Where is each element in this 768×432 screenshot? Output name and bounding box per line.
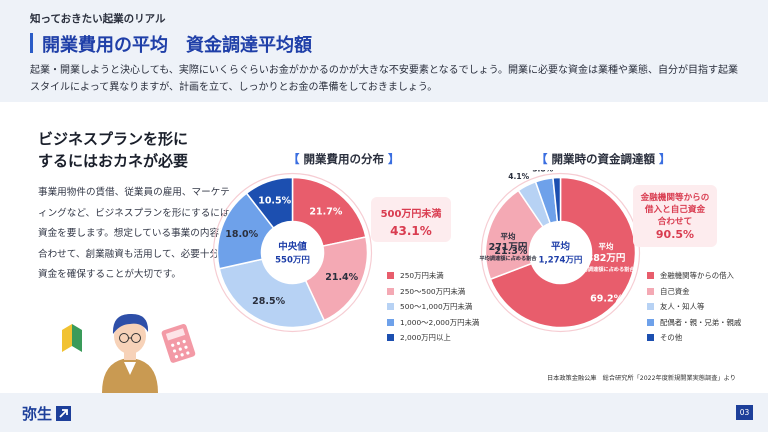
- pie-center: [262, 222, 323, 283]
- sidebar-heading-line2: するにはおカネが必要: [38, 152, 189, 170]
- chart1-callout: 500万円未満 43.1%: [371, 197, 451, 242]
- calculator-icon: [161, 324, 196, 363]
- pie-value-label-4: 3.8%: [532, 170, 553, 174]
- pie-value-label-2: 21.4%: [325, 272, 358, 283]
- beginner-mark-icon: [62, 324, 72, 352]
- own-share-label: 平均調達額に占める割合: [479, 254, 537, 262]
- pie-outer-ring: [212, 172, 373, 333]
- chart1-callout-line1: 500万円未満: [380, 209, 442, 220]
- chart1-pie: 21.7% 21.4% 28.5% 18.0% 10.5% 中央値 550万円: [212, 172, 373, 333]
- arrow-icon: [56, 406, 72, 421]
- legend-label: 250万円未満: [400, 271, 444, 281]
- legend-item: その他: [647, 330, 741, 346]
- chart2-pie: 69.2%21.3%4.1%3.8%1.6%平均1,274万円平均882万円平均…: [479, 170, 641, 333]
- legend-swatch: [647, 318, 654, 326]
- legend-swatch: [387, 303, 394, 311]
- kicker: 知っておきたい起業のリアル: [30, 13, 166, 25]
- title-accent-bar: [30, 33, 33, 53]
- chart2-callout-line2: 借入と自己資金: [644, 205, 706, 215]
- legend-item: 1,000〜2,000万円未満: [387, 315, 479, 331]
- chart1-title: 【 開業費用の分布 】: [288, 152, 400, 166]
- pie-center-label: 中央値: [278, 241, 307, 253]
- pie-center-label: 平均: [551, 241, 571, 253]
- legend-label: 友人・知人等: [660, 302, 705, 312]
- legend-swatch: [647, 287, 654, 295]
- pie-slice-2: [484, 189, 545, 281]
- person-illustration: [62, 313, 196, 393]
- pie-value-label-1: 69.2%: [590, 293, 623, 304]
- pie-outer-ring: [480, 172, 641, 333]
- pie-value-label-1: 21.7%: [309, 206, 342, 217]
- legend-swatch: [647, 303, 654, 311]
- pie-value-label-4: 18.0%: [225, 229, 258, 240]
- yayoi-logo: 弥生: [22, 403, 72, 424]
- pie-center-value: 1,274万円: [539, 256, 583, 266]
- pie-value-label-5: 10.5%: [258, 195, 291, 206]
- legend-swatch: [387, 272, 394, 280]
- chart2-callout-line1: 金融機関等からの: [640, 193, 710, 203]
- sidebar-body: 事業用物件の賃借、従業員の雇用、マーケティングなど、ビジネスプランを形にするには…: [38, 187, 230, 281]
- legend-label: 2,000万円以上: [400, 333, 451, 343]
- legend-swatch: [647, 272, 654, 280]
- legend-swatch: [647, 334, 654, 342]
- chart2-callout-line3: 合わせて: [657, 217, 693, 227]
- pie-slice-1: [489, 176, 637, 329]
- pie-center-value: 550万円: [275, 256, 310, 266]
- loan-share-label: 平均調達額に占める割合: [577, 265, 635, 273]
- source-note: 日本政策金融公庫 総合研究所「2022年度新規開業実態調査」より: [547, 375, 736, 382]
- pie-value-label-2: 21.3%: [494, 246, 527, 257]
- loan-avg-amount: 882万円: [587, 253, 626, 264]
- chart2-title: 【 開業時の資金調達額 】: [536, 152, 671, 166]
- legend-item: 金融機関等からの借入: [647, 268, 741, 284]
- legend-label: 250〜500万円未満: [400, 286, 466, 296]
- pie-slice-5: [552, 176, 562, 223]
- legend-label: その他: [660, 333, 683, 343]
- legend-label: 自己資金: [660, 286, 690, 296]
- sidebar-heading-line1: ビジネスプランを形に: [38, 130, 189, 148]
- chart2-callout-line4: 90.5%: [655, 228, 695, 241]
- legend-label: 500〜1,000万円未満: [400, 302, 473, 312]
- own-avg-amount: 271万円: [489, 242, 528, 253]
- legend-item: 250〜500万円未満: [387, 284, 479, 300]
- chart2-legend: 金融機関等からの借入 自己資金友人・知人等配偶者・親・兄弟・親戚 その他: [647, 268, 741, 346]
- legend-item: 500〜1,000万円未満: [387, 299, 479, 315]
- sidebar-heading: ビジネスプランを形に するにはおカネが必要: [38, 128, 238, 172]
- legend-swatch: [387, 318, 394, 326]
- pie-slice-2: [304, 236, 369, 322]
- legend-item: 250万円未満: [387, 268, 479, 284]
- chart2-callout: 金融機関等からの 借入と自己資金 合わせて 90.5%: [633, 185, 717, 247]
- legend-item: 2,000万円以上: [387, 330, 479, 346]
- legend-swatch: [387, 334, 394, 342]
- page-title: 開業費用の平均 資金調達平均額: [42, 35, 312, 56]
- pie-value-label-3: 28.5%: [252, 296, 285, 307]
- legend-swatch: [387, 287, 394, 295]
- page-number: 03: [736, 405, 753, 420]
- legend-label: 金融機関等からの借入: [660, 271, 734, 281]
- footer-band: [0, 393, 768, 432]
- legend-label: 配偶者・親・兄弟・親戚: [660, 317, 742, 327]
- logo-text: 弥生: [22, 405, 53, 423]
- legend-item: 自己資金: [647, 284, 741, 300]
- lead-text: 起業・開業しようと決心しても、実際にいくらぐらいお金がかかるのかが大きな不安要素…: [30, 65, 738, 93]
- chart1-callout-line2: 43.1%: [390, 224, 432, 238]
- pie-slice-1: [291, 176, 367, 247]
- legend-item: 友人・知人等: [647, 299, 741, 315]
- header-band: [0, 0, 768, 102]
- chart1-legend: 250万円未満 250〜500万円未満 500〜1,000万円未満 1,000〜2,0…: [387, 268, 479, 346]
- own-avg-label: 平均: [501, 231, 516, 241]
- pie-center: [530, 222, 591, 283]
- legend-label: 1,000〜2,000万円未満: [400, 317, 480, 327]
- pie-slice-3: [218, 258, 326, 329]
- loan-avg-label: 平均: [599, 241, 614, 251]
- pie-slice-5: [245, 176, 294, 230]
- legend-item: 配偶者・親・兄弟・親戚: [647, 315, 741, 331]
- pie-value-label-3: 4.1%: [508, 172, 529, 181]
